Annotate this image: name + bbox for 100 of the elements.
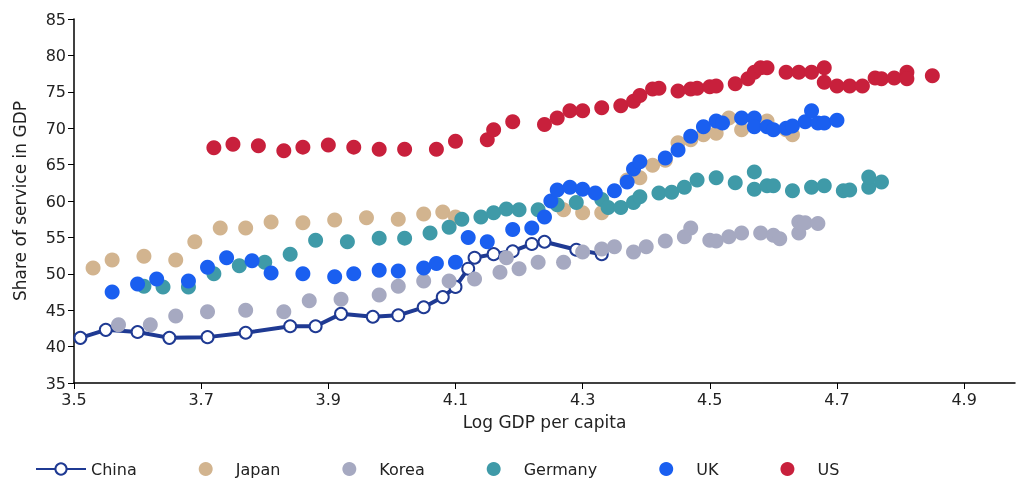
point [486, 247, 501, 262]
point [244, 253, 260, 269]
point [613, 200, 629, 216]
point [606, 239, 622, 255]
point [428, 141, 444, 157]
point [200, 304, 216, 320]
point [657, 233, 673, 249]
point [441, 219, 457, 235]
point [791, 64, 807, 80]
point [924, 68, 940, 84]
point [664, 184, 680, 200]
point [467, 250, 482, 265]
point [283, 319, 298, 334]
point [568, 194, 584, 210]
point [397, 141, 413, 157]
point [537, 209, 552, 225]
point [816, 178, 832, 194]
point [98, 322, 113, 337]
point [111, 317, 127, 333]
point [149, 271, 165, 287]
point [746, 181, 762, 197]
point [238, 325, 253, 340]
x-tick-label: 4.3 [569, 389, 596, 409]
point [816, 60, 832, 76]
point [391, 308, 406, 323]
y-tick-label: 45 [45, 300, 66, 320]
point [784, 183, 800, 199]
point [301, 293, 317, 309]
x-tick-label: 3.9 [315, 389, 342, 409]
point [231, 258, 247, 274]
point [441, 273, 457, 289]
point [772, 231, 788, 247]
point [804, 103, 820, 119]
point [435, 290, 450, 305]
point [842, 78, 858, 94]
point [333, 291, 349, 307]
point [606, 183, 622, 199]
point [804, 64, 820, 80]
point [206, 140, 222, 156]
point [829, 78, 845, 94]
legend-label: Germany [523, 459, 598, 479]
y-tick-label: 70 [45, 118, 66, 138]
point [85, 260, 101, 276]
point [594, 241, 610, 257]
point [435, 204, 451, 220]
point [505, 114, 521, 130]
point [524, 220, 540, 236]
point [371, 287, 387, 303]
point [308, 232, 324, 248]
y-axis-title: Share of service in GDP [9, 101, 30, 301]
point [136, 248, 152, 264]
point [162, 330, 177, 345]
point [334, 306, 349, 321]
point [73, 330, 88, 345]
point [746, 164, 762, 180]
point [454, 211, 470, 227]
point [416, 260, 432, 276]
point [358, 210, 374, 226]
point [498, 201, 514, 217]
point [715, 115, 731, 131]
point [428, 256, 444, 272]
point [505, 221, 521, 237]
point [104, 284, 120, 300]
point [626, 244, 642, 260]
point [238, 220, 254, 236]
point [130, 276, 146, 292]
point [168, 308, 184, 324]
point [295, 266, 311, 282]
point [461, 261, 476, 276]
y-tick-label: 55 [45, 227, 66, 247]
legend-label: China [91, 459, 137, 479]
legend-label: US [817, 459, 840, 479]
point [276, 143, 292, 159]
y-tick-label: 50 [45, 264, 66, 284]
point [448, 254, 463, 270]
point [530, 254, 546, 270]
point [479, 234, 495, 250]
point [753, 225, 769, 241]
y-tick-label: 60 [45, 191, 66, 211]
point [537, 234, 552, 249]
point [575, 181, 591, 197]
point [874, 174, 889, 190]
point [651, 185, 667, 201]
point [670, 142, 686, 158]
point [180, 273, 196, 289]
point [416, 206, 432, 222]
x-axis-title: Log GDP per capita [462, 411, 627, 432]
y-tick-label: 75 [45, 82, 66, 102]
point [689, 172, 705, 188]
x-tick-label: 4.7 [824, 389, 850, 409]
point [511, 202, 527, 218]
point [676, 179, 692, 195]
point [721, 229, 737, 245]
point [727, 175, 743, 191]
point [187, 234, 203, 250]
x-tick-label: 4.1 [442, 389, 469, 409]
point [416, 300, 431, 315]
point [498, 250, 514, 266]
point [562, 179, 578, 195]
point [486, 205, 502, 221]
